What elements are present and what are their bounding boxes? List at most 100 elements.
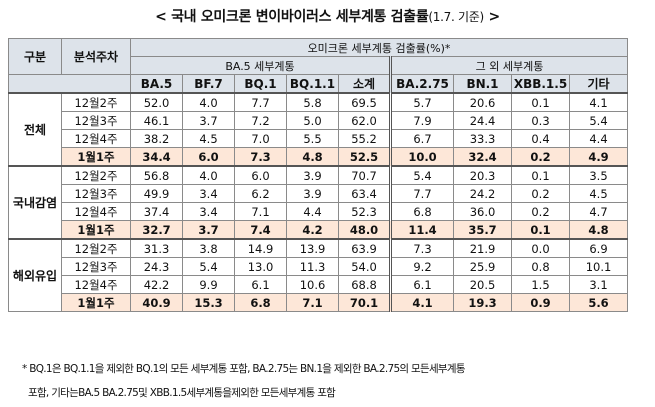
value-cell: 4.1 bbox=[569, 92, 628, 112]
week-cell: 12월2주 bbox=[61, 165, 131, 185]
week-cell: 12월4주 bbox=[61, 275, 131, 294]
value-cell: 0.4 bbox=[511, 129, 570, 148]
column-header: BF.7 bbox=[182, 74, 235, 94]
week-cell: 1월1주 bbox=[61, 220, 131, 240]
value-cell: 56.8 bbox=[130, 165, 183, 185]
column-header: BA.2.75 bbox=[389, 74, 454, 94]
value-cell: 7.0 bbox=[234, 129, 287, 148]
value-cell: 35.7 bbox=[453, 220, 512, 240]
value-cell: 24.2 bbox=[453, 184, 512, 203]
header-category: 구분 bbox=[8, 38, 62, 75]
value-cell: 14.9 bbox=[234, 238, 287, 258]
value-cell: 0.3 bbox=[511, 111, 570, 130]
week-cell: 1월1주 bbox=[61, 293, 131, 312]
table-row: 해외유입 12월2주 31.3 3.8 14.9 13.9 63.9 7.3 21.9 0.0 6.… bbox=[8, 238, 628, 312]
value-cell: 3.1 bbox=[569, 275, 628, 294]
value-cell: 0.8 bbox=[511, 257, 570, 276]
value-cell: 19.3 bbox=[453, 293, 512, 312]
value-cell: 52.0 bbox=[130, 92, 183, 112]
value-cell: 6.2 bbox=[234, 184, 287, 203]
column-header: 소계 bbox=[338, 74, 391, 94]
value-cell: 11.3 bbox=[286, 257, 339, 276]
value-cell: 7.1 bbox=[234, 202, 287, 221]
group-label: 전체 bbox=[8, 92, 62, 167]
week-cell: 12월4주 bbox=[61, 202, 131, 221]
value-cell: 3.9 bbox=[286, 184, 339, 203]
value-cell: 20.5 bbox=[453, 275, 512, 294]
value-cell: 46.1 bbox=[130, 111, 183, 130]
value-cell: 3.9 bbox=[286, 165, 339, 185]
value-cell: 63.4 bbox=[338, 184, 391, 203]
title-end: > bbox=[483, 9, 500, 25]
value-cell: 4.4 bbox=[569, 129, 628, 148]
page-title: < 국내 오미크론 변이바이러스 세부계통 검출률(1.7. 기준) > bbox=[0, 6, 655, 26]
value-cell: 6.0 bbox=[182, 147, 235, 167]
value-cell: 6.1 bbox=[234, 275, 287, 294]
value-cell: 4.4 bbox=[286, 202, 339, 221]
table-row: 전체 12월2주 52.0 4.0 7.7 5.8 69.5 5.7 20.6 0.1 4.1 bbox=[8, 92, 628, 167]
value-cell: 5.8 bbox=[286, 92, 339, 112]
value-cell: 6.8 bbox=[389, 202, 454, 221]
week-cell: 12월3주 bbox=[61, 257, 131, 276]
value-cell: 31.3 bbox=[130, 238, 183, 258]
value-cell: 9.2 bbox=[389, 257, 454, 276]
value-cell: 5.0 bbox=[286, 111, 339, 130]
value-cell: 34.4 bbox=[130, 147, 183, 167]
value-cell: 5.6 bbox=[569, 293, 628, 312]
column-header: BQ.1.1 bbox=[286, 74, 339, 94]
value-cell: 25.9 bbox=[453, 257, 512, 276]
value-cell: 20.6 bbox=[453, 92, 512, 112]
value-cell: 0.1 bbox=[511, 165, 570, 185]
value-cell: 0.9 bbox=[511, 293, 570, 312]
value-cell: 15.3 bbox=[182, 293, 235, 312]
value-cell: 4.7 bbox=[569, 202, 628, 221]
header-other-group: 그 외 세부계통 bbox=[389, 56, 628, 75]
value-cell: 68.8 bbox=[338, 275, 391, 294]
value-cell: 6.9 bbox=[569, 238, 628, 258]
table-row: 12월3주 49.9 3.4 6.2 3.9 63.4 7.7 24.2 0.2 4.5 bbox=[9, 184, 628, 203]
value-cell: 4.8 bbox=[569, 220, 628, 240]
header-ba5-group: BA.5 세부계통 bbox=[130, 56, 391, 75]
value-cell: 63.9 bbox=[338, 238, 391, 258]
value-cell: 4.9 bbox=[569, 147, 628, 167]
value-cell: 48.0 bbox=[338, 220, 391, 240]
footnote-line-2: 포함, 기타는BA.5 BA.2.75및 XBB.1.5세부계통을제외한 모든세… bbox=[28, 387, 336, 399]
week-cell: 1월1주 bbox=[61, 147, 131, 167]
value-cell: 3.4 bbox=[182, 202, 235, 221]
value-cell: 36.0 bbox=[453, 202, 512, 221]
footnote-line-1: * BQ.1은 BQ.1.1을 제외한 BQ.1의 모든 세부계통 포함, BA… bbox=[22, 363, 465, 375]
value-cell: 6.1 bbox=[389, 275, 454, 294]
value-cell: 52.3 bbox=[338, 202, 391, 221]
value-cell: 4.5 bbox=[569, 184, 628, 203]
value-cell: 13.9 bbox=[286, 238, 339, 258]
value-cell: 40.9 bbox=[130, 293, 183, 312]
value-cell: 6.8 bbox=[234, 293, 287, 312]
table-row: 1월1주 32.7 3.7 7.4 4.2 48.0 11.4 35.7 0.1 4.8 bbox=[9, 220, 628, 240]
value-cell: 54.0 bbox=[338, 257, 391, 276]
header-blank bbox=[8, 74, 131, 94]
value-cell: 7.3 bbox=[389, 238, 454, 258]
value-cell: 0.2 bbox=[511, 202, 570, 221]
value-cell: 70.1 bbox=[338, 293, 391, 312]
table-row: 12월4주 38.2 4.5 7.0 5.5 55.2 6.7 33.3 0.4 4.4 bbox=[9, 129, 628, 148]
week-cell: 12월2주 bbox=[61, 238, 131, 258]
table-row: 국내감염 12월2주 56.8 4.0 6.0 3.9 70.7 5.4 20.3 0.1 3.5 bbox=[8, 165, 628, 240]
value-cell: 6.0 bbox=[234, 165, 287, 185]
value-cell: 4.0 bbox=[182, 165, 235, 185]
value-cell: 24.3 bbox=[130, 257, 183, 276]
value-cell: 21.9 bbox=[453, 238, 512, 258]
value-cell: 7.7 bbox=[389, 184, 454, 203]
value-cell: 9.9 bbox=[182, 275, 235, 294]
value-cell: 10.1 bbox=[569, 257, 628, 276]
value-cell: 13.0 bbox=[234, 257, 287, 276]
value-cell: 0.1 bbox=[511, 92, 570, 112]
value-cell: 20.3 bbox=[453, 165, 512, 185]
value-cell: 4.8 bbox=[286, 147, 339, 167]
value-cell: 38.2 bbox=[130, 129, 183, 148]
header-week: 분석주차 bbox=[61, 38, 131, 75]
value-cell: 52.5 bbox=[338, 147, 391, 167]
value-cell: 7.1 bbox=[286, 293, 339, 312]
value-cell: 1.5 bbox=[511, 275, 570, 294]
value-cell: 3.8 bbox=[182, 238, 235, 258]
value-cell: 3.4 bbox=[182, 184, 235, 203]
